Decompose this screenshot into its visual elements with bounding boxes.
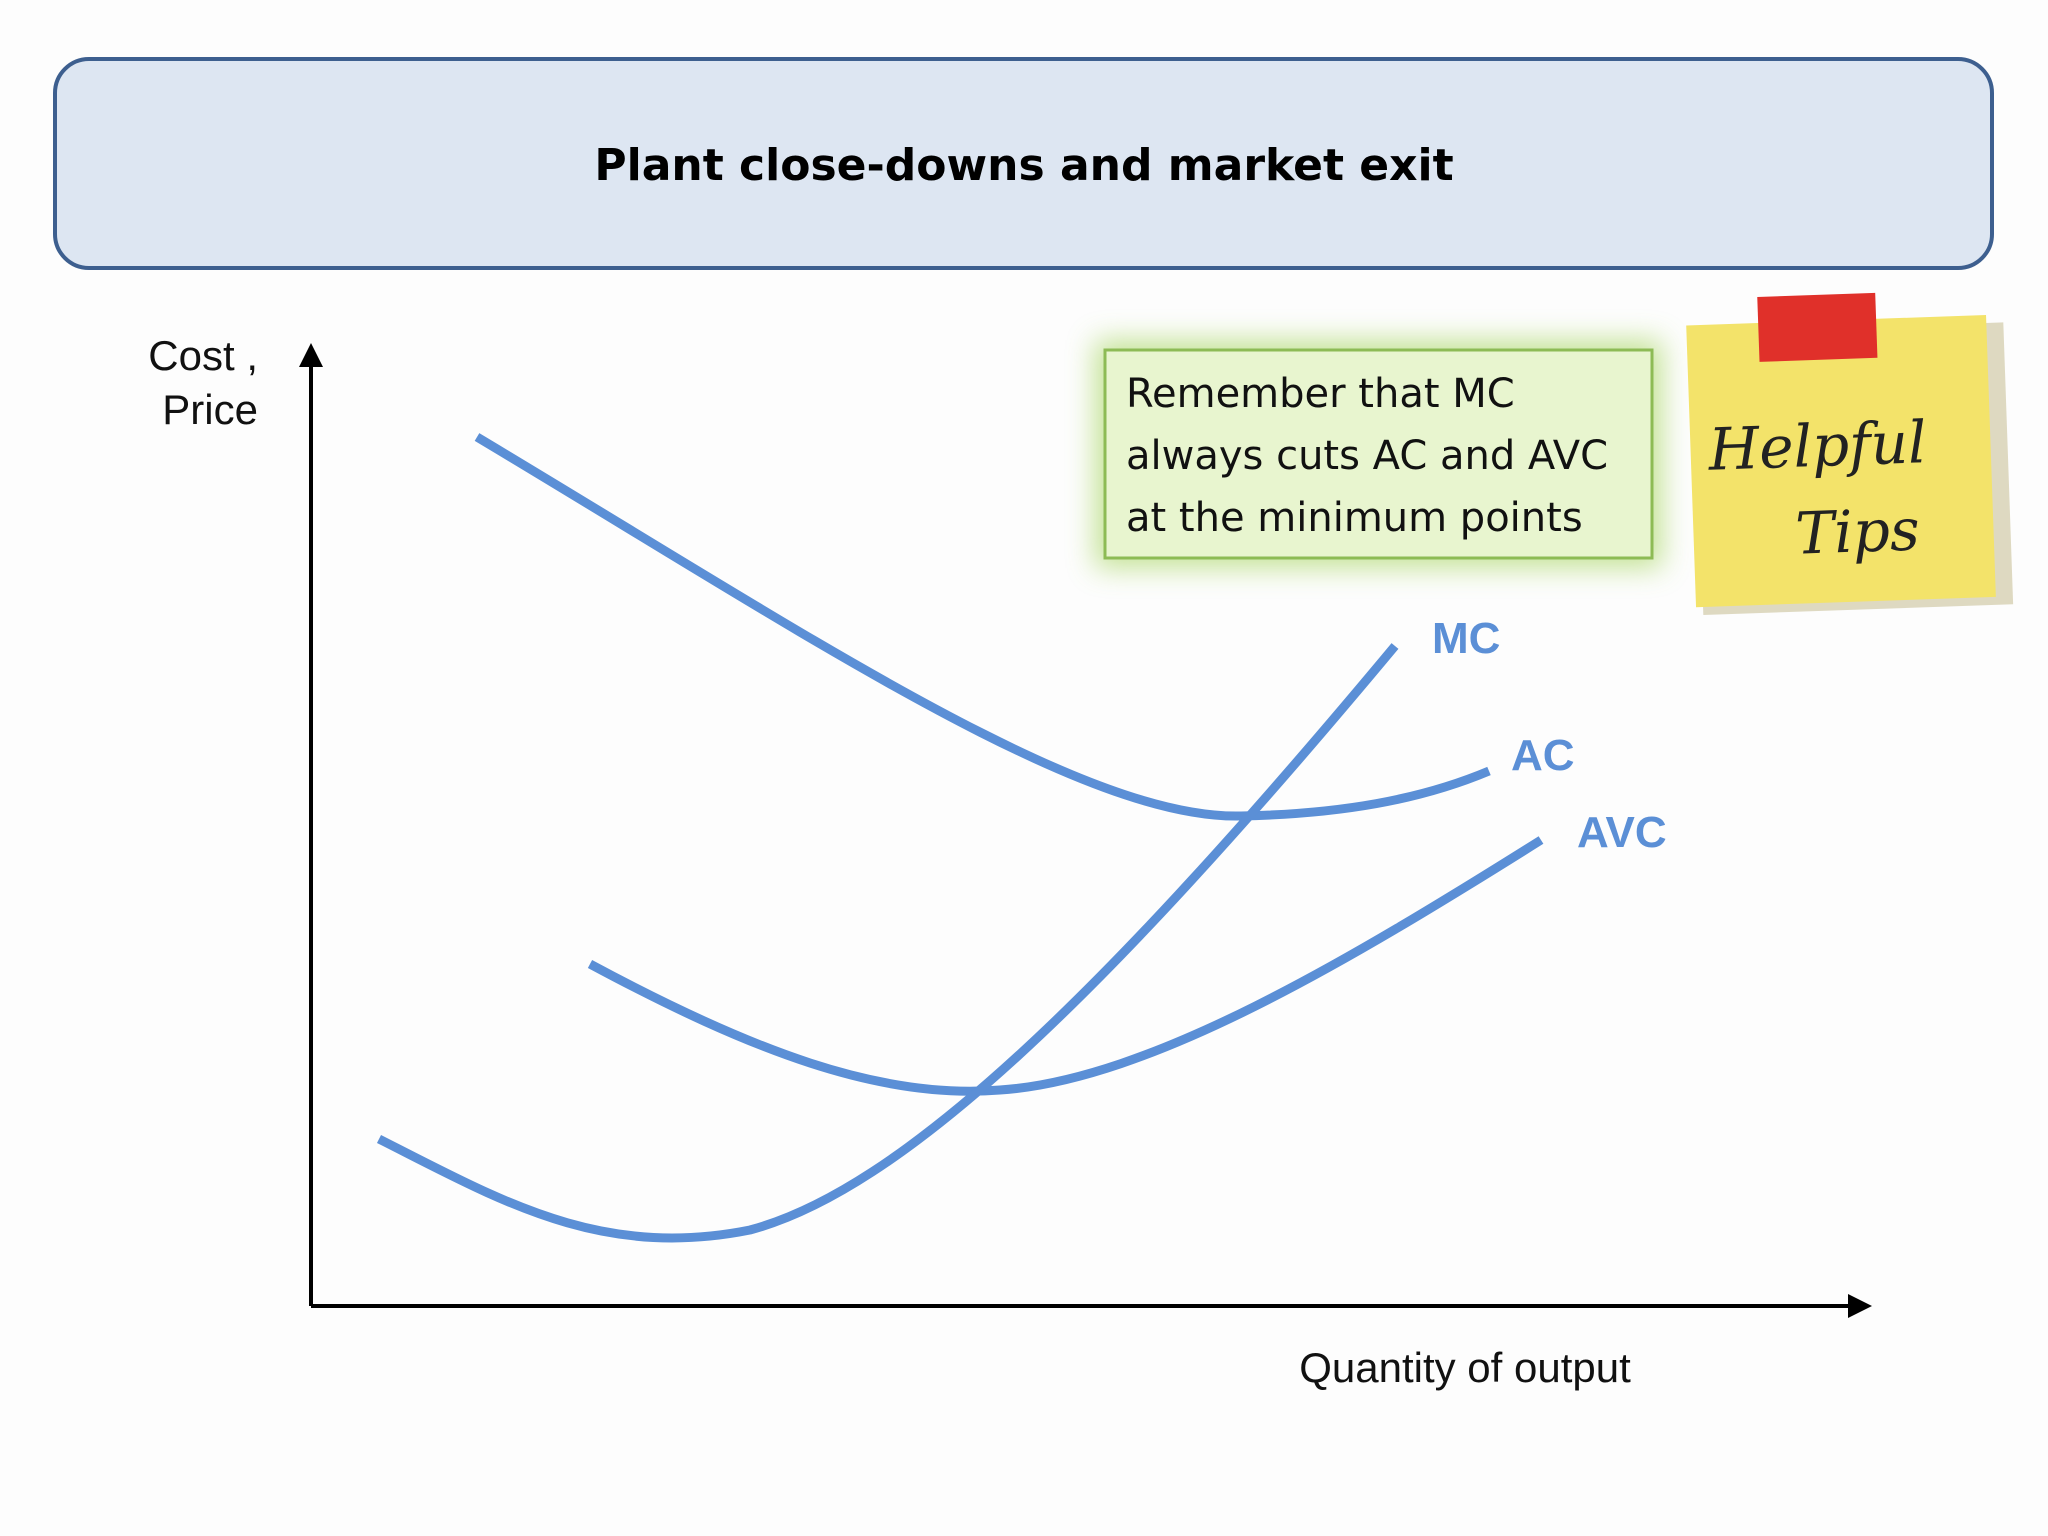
mc-label: MC [1432,614,1500,663]
slide-title: Plant close-downs and market exit [594,140,1453,191]
tip-text: Remember that MC [1126,371,1515,417]
note-text: Helpful [1706,408,1927,484]
note-text: Tips [1794,495,1920,567]
tip-text: at the minimum points [1126,495,1583,541]
y-axis-label: Cost , [148,332,258,379]
title-box [53,57,1994,270]
mc-curve [376,643,1399,1243]
tip-box [1103,348,1654,560]
y-axis-label: Price [162,386,258,433]
ac-curve [474,433,1491,821]
avc-curve [587,836,1544,1096]
x-axis-label: Quantity of output [1299,1344,1631,1391]
note-tape [1757,292,1878,362]
avc-label: AVC [1577,808,1667,857]
ac-label: AC [1511,731,1575,780]
note-paper [1686,314,1996,608]
tip-text: always cuts AC and AVC [1126,433,1608,479]
sticky-note: Helpful Tips [1686,292,2014,616]
